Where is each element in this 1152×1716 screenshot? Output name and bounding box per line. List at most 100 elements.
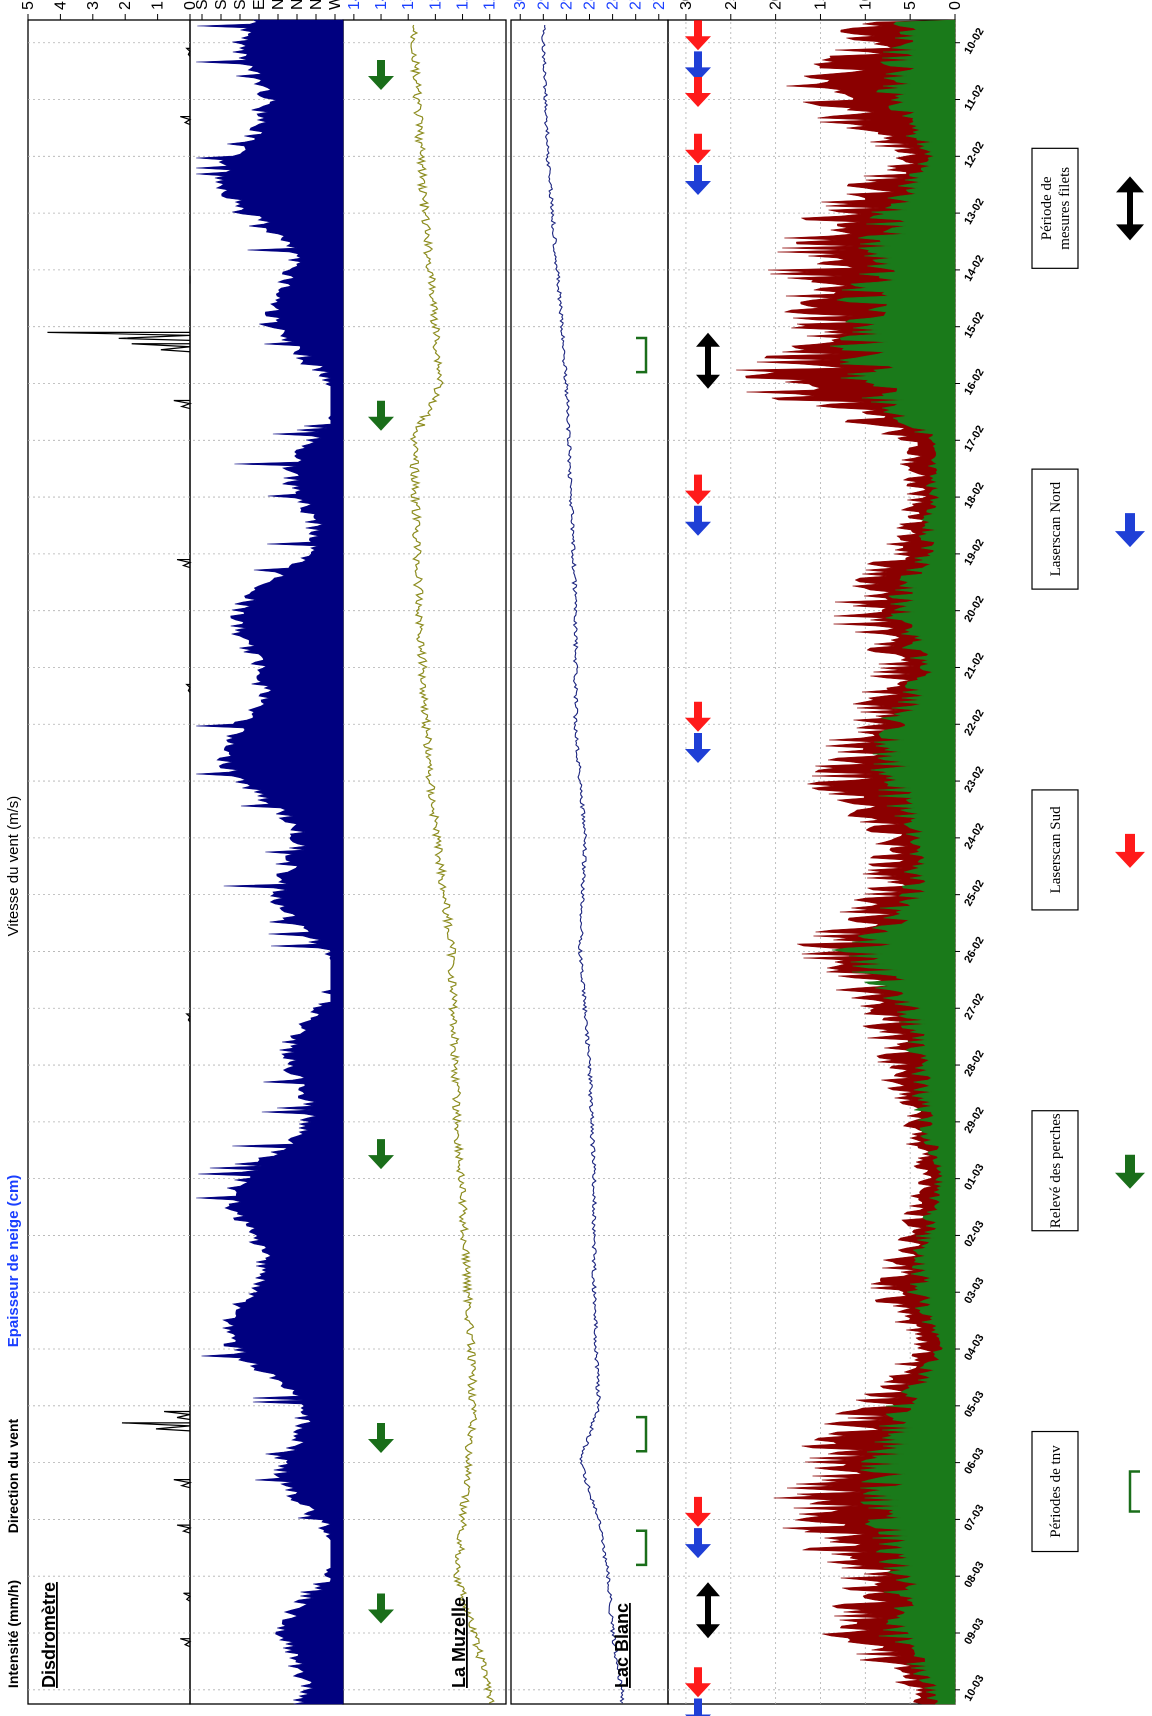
time-tick-label: 01-03: [962, 1162, 986, 1192]
time-tick-label: 03-03: [962, 1276, 986, 1306]
legend-item-box: [1031, 468, 1079, 590]
time-tick-label: 08-03: [962, 1560, 986, 1590]
legend-item-box: [1031, 1430, 1079, 1553]
time-tick-label: 25-02: [962, 878, 986, 908]
legend-item-label: Périodes de tnv: [1048, 1445, 1064, 1538]
lacblanc-series-line: [541, 24, 625, 1704]
time-tick-label: 28-02: [962, 1048, 986, 1078]
tnv-bracket: [636, 1415, 648, 1453]
legend-arrow-icon: [1115, 833, 1145, 868]
disdro-ytick-label: 2: [117, 1, 134, 10]
direction-ylabel: Direction du vent: [5, 1418, 21, 1533]
time-tick-label: 17-02: [962, 424, 986, 454]
perches-marker-arrow: [368, 1139, 394, 1170]
laserscan-nord-marker-arrow: [685, 732, 711, 763]
muzelle-ytick-label: 145: [346, 0, 363, 10]
time-tick-label: 26-02: [962, 935, 986, 965]
rotated-chart: 5432101451401351301251203002952902852802…: [5, 0, 1145, 1716]
disdro-series-line: [47, 47, 193, 1648]
perches-marker-arrow: [368, 1423, 394, 1454]
muzelle-series-line: [409, 24, 495, 1704]
legend-item-label: mesures filets: [1057, 167, 1073, 250]
time-tick-label: 23-02: [962, 764, 986, 794]
wind-ytick-label: 5: [902, 1, 919, 10]
muzelle-ytick-label: 140: [373, 0, 390, 10]
laserscan-nord-marker-arrow: [685, 1698, 711, 1716]
legend-item-label: Relevé des perches: [1048, 1113, 1064, 1228]
disdro-ylabel: Intensité (mm/h): [5, 1580, 21, 1688]
time-tick-label: 14-02: [962, 253, 986, 283]
laserscan-nord-marker-arrow: [685, 505, 711, 536]
laserscan-nord-marker-arrow: [685, 165, 711, 196]
legend-item-label: Laserscan Nord: [1048, 481, 1064, 576]
disdro-ytick-label: 5: [20, 1, 37, 10]
legend-item-box: [1031, 789, 1079, 911]
wind-ylabel: Vitesse du vent (m/s): [5, 796, 22, 937]
laserscan-sud-marker-arrow: [685, 20, 711, 51]
legend-bracket-icon: [1128, 1470, 1140, 1513]
direction-ytick-label: NE: [270, 0, 287, 10]
muzelle-ytick-label: 125: [455, 0, 472, 10]
lacblanc-panel-label: Lac Blanc: [612, 1603, 632, 1688]
direction-ytick-label: W: [327, 0, 344, 10]
snow-depth-ylabel: Epaisseur de neige (cm): [5, 1175, 22, 1348]
wind-ytick-label: 20: [768, 0, 785, 10]
laserscan-sud-marker-arrow: [685, 133, 711, 164]
series-layer: [47, 19, 956, 1705]
legend-arrow-icon: [1115, 513, 1145, 548]
time-tick-label: 10-03: [962, 1673, 986, 1703]
time-tick-label: 15-02: [962, 310, 986, 340]
disdro-ytick-label: 1: [150, 1, 167, 10]
tnv-bracket: [636, 336, 648, 374]
time-tick-label: 29-02: [962, 1105, 986, 1135]
legend-double-arrow-icon: [1116, 176, 1144, 241]
direction-ytick-label: S: [213, 0, 230, 10]
laserscan-sud-marker-arrow: [685, 701, 711, 732]
disdro-ytick-label: 0: [182, 1, 199, 10]
wind-ytick-label: 25: [723, 0, 740, 10]
muzelle-ytick-label: 130: [427, 0, 444, 10]
time-tick-label: 12-02: [962, 140, 986, 170]
muzelle-ytick-label: 120: [482, 0, 499, 10]
time-tick-label: 16-02: [962, 367, 986, 397]
laserscan-nord-marker-arrow: [685, 1528, 711, 1559]
wind-ytick-label: 10: [857, 0, 874, 10]
wind-max-series-area: [736, 19, 956, 1705]
time-tick-label: 11-02: [962, 83, 986, 113]
lacblanc-ytick-label: 280: [605, 0, 622, 10]
wind-ytick-label: 0: [947, 1, 964, 10]
direction-ytick-label: NW: [308, 0, 325, 10]
time-tick-label: 04-03: [962, 1332, 986, 1362]
disdro-ytick-label: 4: [52, 1, 69, 10]
time-tick-label: 02-03: [962, 1219, 986, 1249]
direction-ytick-label: SE: [232, 0, 249, 10]
time-tick-label: 13-02: [962, 196, 986, 226]
legend-item-box: [1031, 1110, 1079, 1232]
filets-marker-double-arrow: [696, 1582, 720, 1639]
filets-marker-double-arrow: [696, 332, 720, 389]
legend-item-label: Laserscan Sud: [1048, 806, 1064, 894]
perches-marker-arrow: [368, 59, 394, 90]
time-tick-label: 10-02: [962, 26, 986, 56]
legend-item-box: [1031, 147, 1079, 269]
disdro-frame: [27, 19, 191, 1705]
muzelle-ytick-label: 135: [400, 0, 417, 10]
perches-marker-arrow: [368, 1593, 394, 1624]
time-tick-label: 22-02: [962, 708, 986, 738]
disdro-ytick-label: 3: [85, 1, 102, 10]
wind-ytick-label: 15: [812, 0, 829, 10]
laserscan-sud-marker-arrow: [685, 1496, 711, 1527]
wind-ytick-label: 30: [678, 0, 695, 10]
time-tick-label: 05-03: [962, 1389, 986, 1419]
direction-ytick-label: SW: [194, 0, 211, 10]
direction-series-area: [196, 19, 344, 1705]
lacblanc-ytick-label: 295: [535, 0, 552, 10]
legend-arrow-icon: [1115, 1154, 1145, 1189]
lacblanc-ytick-label: 290: [558, 0, 575, 10]
wind-mean-series-area: [830, 19, 956, 1705]
time-tick-label: 19-02: [962, 537, 986, 567]
tnv-bracket: [636, 1529, 648, 1567]
time-tick-label: 21-02: [962, 651, 986, 681]
time-tick-label: 18-02: [962, 480, 986, 510]
